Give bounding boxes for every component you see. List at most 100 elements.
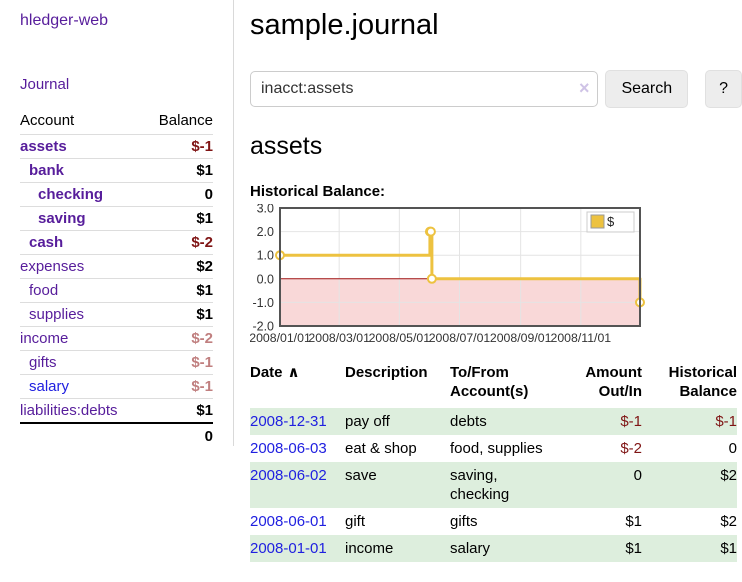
- account-balance: $-1: [191, 138, 213, 155]
- accounts-total-row: 0: [20, 423, 213, 449]
- page-title: sample.journal: [250, 9, 439, 41]
- account-link[interactable]: bank: [29, 162, 65, 179]
- account-link[interactable]: saving: [38, 210, 86, 227]
- svg-text:2008/05/01: 2008/05/01: [369, 331, 431, 345]
- transaction-date-link[interactable]: 2008-01-01: [250, 540, 327, 557]
- svg-text:2.0: 2.0: [257, 225, 274, 239]
- transaction-accounts: saving, checking: [450, 467, 510, 503]
- search-input[interactable]: [250, 71, 599, 107]
- account-balance: $1: [196, 162, 213, 179]
- account-link[interactable]: cash: [29, 234, 64, 251]
- register-table: Date ∧ Description To/From Account(s) Amount O…: [250, 360, 737, 562]
- account-link[interactable]: checking: [38, 186, 104, 203]
- transaction-balance: $-1: [715, 413, 737, 430]
- svg-text:-2.0: -2.0: [252, 320, 274, 334]
- search-button[interactable]: Search: [605, 70, 689, 108]
- account-row: salary $-1: [20, 374, 213, 399]
- transaction-amount: 0: [633, 467, 642, 484]
- account-row: expenses $2: [20, 254, 213, 279]
- brand-link[interactable]: hledger-web: [20, 12, 109, 29]
- transaction-amount: $1: [625, 540, 642, 557]
- register-row: 2008-06-01 gift gifts $1 $2: [250, 508, 737, 535]
- transaction-amount: $-1: [620, 413, 642, 430]
- transaction-description: save: [345, 467, 377, 484]
- accounts-total-spacer: [20, 423, 144, 449]
- account-row: cash $-2: [20, 230, 213, 255]
- chart-title: Historical Balance:: [250, 183, 386, 200]
- account-link[interactable]: gifts: [29, 354, 57, 371]
- account-row: food $1: [20, 278, 213, 303]
- transaction-date-link[interactable]: 2008-06-01: [250, 513, 327, 530]
- account-balance: $1: [196, 210, 213, 227]
- account-balance: $-1: [191, 354, 213, 371]
- register-column-header[interactable]: Historical Balance: [668, 364, 737, 400]
- transaction-balance: $2: [720, 467, 737, 484]
- sidebar: hledger-web Journal Account Balance asse…: [0, 0, 233, 449]
- transaction-description: income: [345, 540, 394, 557]
- svg-text:2008/09/01: 2008/09/01: [490, 331, 552, 345]
- transaction-description: gift: [345, 513, 366, 530]
- sort-ascending-icon: ∧: [287, 364, 300, 381]
- transaction-amount: $-2: [620, 440, 642, 457]
- account-link[interactable]: income: [20, 330, 69, 347]
- account-balance: $1: [196, 306, 213, 323]
- account-balance: $-2: [191, 330, 213, 347]
- transaction-date-link[interactable]: 2008-12-31: [250, 413, 327, 430]
- register-column-header[interactable]: Description: [345, 364, 428, 381]
- account-row: gifts $-1: [20, 350, 213, 375]
- account-row: checking 0: [20, 182, 213, 207]
- accounts-header-account: Account: [20, 112, 75, 129]
- transaction-balance: $2: [720, 513, 737, 530]
- transaction-accounts: gifts: [450, 513, 478, 530]
- balance-chart-canvas: 3.0 2.0 1.0 0.0 -1.0 -2.02008/01/012008/03/01…: [249, 202, 645, 345]
- search-form: × Search ?: [250, 70, 742, 108]
- account-row: saving $1: [20, 206, 213, 231]
- account-balance: $1: [196, 282, 213, 299]
- accounts-header-balance: Balance: [158, 112, 213, 129]
- sidebar-divider: [233, 0, 234, 446]
- transaction-description: eat & shop: [345, 440, 417, 457]
- svg-text:2008/11/01: 2008/11/01: [551, 331, 612, 345]
- register-row: 2008-06-03 eat & shop food, supplies $-2 0: [250, 435, 737, 462]
- account-balance: $-1: [191, 378, 213, 395]
- accounts-table: Account Balance assets $-1 bank $1 checking 0…: [20, 109, 213, 449]
- account-row: income $-2: [20, 326, 213, 351]
- register-column-header[interactable]: To/From Account(s): [450, 364, 529, 400]
- svg-text:1.0: 1.0: [257, 249, 274, 263]
- svg-text:2008/07/01: 2008/07/01: [429, 331, 491, 345]
- help-button[interactable]: ?: [705, 70, 742, 108]
- register-header-row: Date ∧ Description To/From Account(s) Amount O…: [250, 360, 737, 408]
- account-link[interactable]: assets: [20, 138, 67, 155]
- account-link[interactable]: liabilities:debts: [20, 402, 118, 419]
- account-link[interactable]: supplies: [29, 306, 85, 323]
- account-row: assets $-1: [20, 134, 213, 159]
- register-column-header[interactable]: Amount Out/In: [585, 364, 642, 400]
- sidebar-item-journal[interactable]: Journal: [20, 76, 70, 93]
- transaction-date-link[interactable]: 2008-06-02: [250, 467, 327, 484]
- account-link[interactable]: expenses: [20, 258, 85, 275]
- accounts-total-value: 0: [204, 428, 213, 445]
- svg-text:-1.0: -1.0: [252, 296, 274, 310]
- svg-text:2008/01/01: 2008/01/01: [250, 331, 311, 345]
- register-row: 2008-06-02 save saving, checking 0 $2: [250, 462, 737, 508]
- svg-text:2008/03/01: 2008/03/01: [308, 331, 370, 345]
- transaction-description: pay off: [345, 413, 390, 430]
- transaction-accounts: food, supplies: [450, 440, 543, 457]
- accounts-header-row: Account Balance: [20, 109, 213, 135]
- search-box: ×: [250, 71, 599, 107]
- account-balance: $1: [196, 402, 213, 419]
- account-balance: $-2: [191, 234, 213, 251]
- legend-label: $: [607, 214, 615, 229]
- account-balance: $2: [196, 258, 213, 275]
- register-column-header[interactable]: Date ∧: [250, 364, 300, 381]
- svg-text:3.0: 3.0: [257, 204, 274, 216]
- legend-swatch-icon: [590, 214, 605, 229]
- account-row: bank $1: [20, 158, 213, 183]
- svg-text:0.0: 0.0: [257, 272, 274, 286]
- transaction-accounts: debts: [450, 413, 487, 430]
- account-link[interactable]: salary: [29, 378, 70, 395]
- clear-search-icon[interactable]: ×: [578, 78, 590, 98]
- register-row: 2008-01-01 income salary $1 $1: [250, 535, 737, 562]
- account-link[interactable]: food: [29, 282, 59, 299]
- transaction-date-link[interactable]: 2008-06-03: [250, 440, 327, 457]
